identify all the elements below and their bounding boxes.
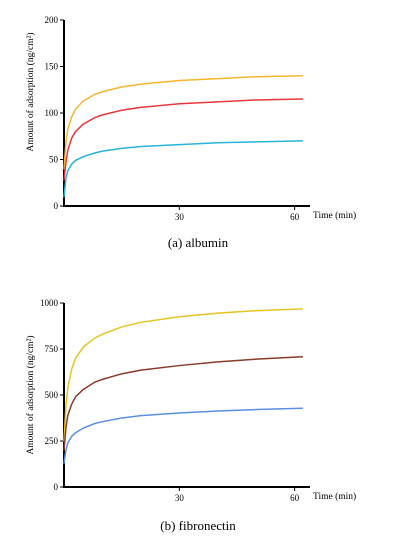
y-tick-label: 100 [45, 108, 59, 118]
x-tick-label: 30 [175, 493, 185, 503]
y-tick-label: 0 [54, 201, 59, 211]
y-axis-label: Amount of adsorption (ng/cm²) [25, 32, 36, 151]
y-tick-label: 50 [49, 155, 59, 165]
y-axis-label: Amount of adsorption (ng/cm²) [25, 335, 36, 454]
chart-caption: (b) fibronectin [160, 518, 236, 533]
series-line-2 [63, 355, 304, 451]
x-axis-label: Time (min) [313, 210, 356, 221]
series-line-2 [63, 98, 304, 181]
y-tick-label: 500 [45, 390, 59, 400]
y-tick-label: 150 [45, 62, 59, 72]
series-line-3 [63, 407, 304, 464]
y-tick-label: 250 [45, 436, 59, 446]
series-line-1 [63, 75, 304, 170]
y-tick-label: 750 [45, 344, 59, 354]
chart-panel-albumin: Amount of adsorption (ng/cm²) Time (min)… [25, 15, 356, 250]
series-line-1 [63, 308, 304, 442]
chart-panel-fibronectin: Amount of adsorption (ng/cm²) Time (min)… [25, 298, 356, 533]
x-tick-label: 30 [175, 212, 185, 222]
x-tick-label: 60 [290, 212, 300, 222]
series-line-3 [63, 140, 304, 198]
y-tick-label: 0 [54, 482, 59, 492]
x-axis-label: Time (min) [313, 491, 356, 502]
y-tick-label: 1000 [40, 298, 59, 308]
chart-caption: (a) albumin [168, 235, 229, 250]
y-tick-label: 200 [45, 15, 59, 25]
x-tick-label: 60 [290, 493, 300, 503]
